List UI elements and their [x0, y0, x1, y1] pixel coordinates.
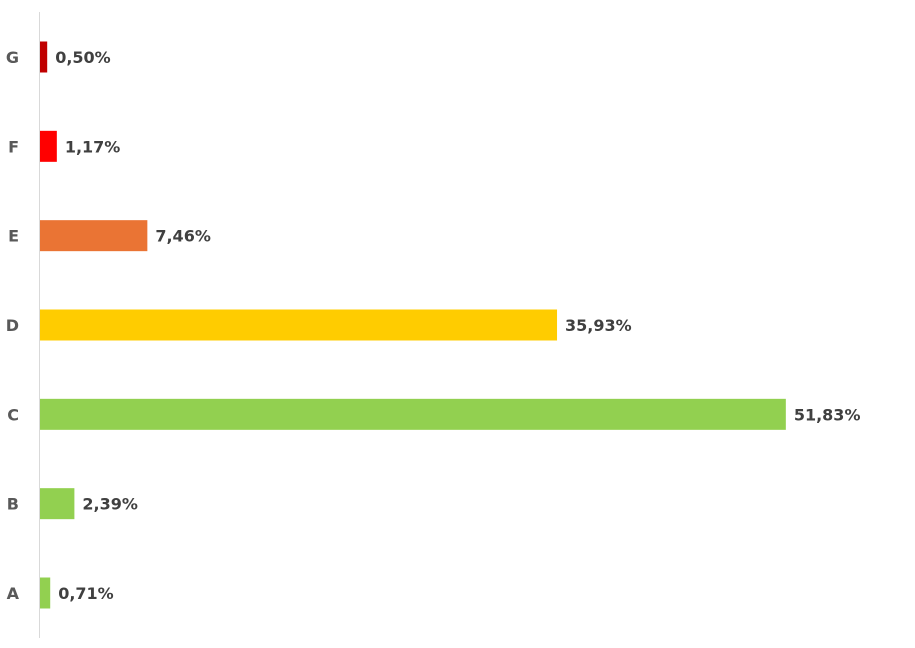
value-label-g: 0,50% [55, 48, 111, 67]
value-label-e: 7,46% [155, 227, 211, 246]
category-label-f: F [8, 137, 19, 156]
category-label-e: E [8, 227, 19, 246]
value-label-b: 2,39% [82, 495, 138, 514]
value-label-a: 0,71% [58, 584, 114, 603]
category-label-d: D [6, 316, 19, 335]
bar-b [40, 488, 75, 520]
category-label-c: C [7, 405, 19, 424]
bar-d [40, 309, 558, 341]
category-label-b: B [7, 495, 19, 514]
bar-f [40, 130, 57, 162]
bar-g [40, 41, 48, 73]
value-label-f: 1,17% [65, 137, 121, 156]
category-label-a: A [7, 584, 20, 603]
bar-a [40, 577, 51, 609]
category-label-g: G [6, 48, 19, 67]
value-label-c: 51,83% [794, 405, 861, 424]
value-label-d: 35,93% [565, 316, 632, 335]
bar-e [40, 220, 148, 252]
bar-c [40, 398, 786, 430]
